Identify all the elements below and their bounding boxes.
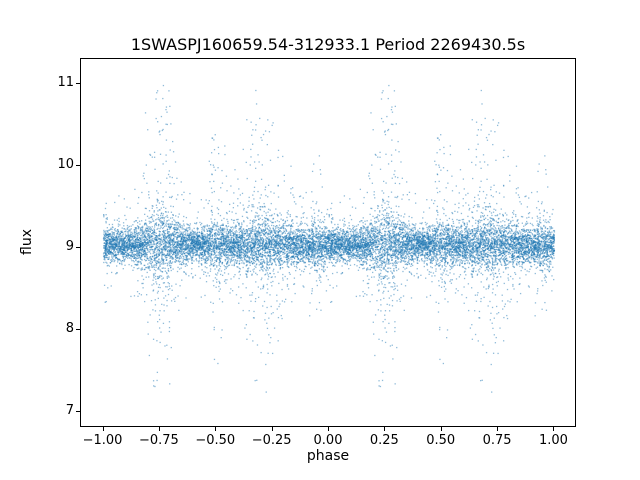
x-tick-mark <box>384 427 386 431</box>
x-tick-mark <box>158 427 160 431</box>
plot-area <box>80 58 577 428</box>
y-tick-mark <box>76 164 80 166</box>
x-axis-label: phase <box>306 448 350 464</box>
x-tick-label: 0.25 <box>369 433 399 448</box>
x-tick-label: 0.50 <box>426 433 456 448</box>
y-tick-mark <box>76 82 80 84</box>
x-tick-mark <box>328 427 329 431</box>
x-tick-label: 1.00 <box>538 433 568 448</box>
x-tick-mark <box>440 427 442 431</box>
x-tick-label: −0.50 <box>195 433 236 448</box>
y-tick-label: 9 <box>65 238 74 254</box>
y-tick-label: 11 <box>57 74 74 90</box>
x-tick-mark <box>102 427 104 431</box>
x-tick-label: −1.00 <box>82 433 123 448</box>
x-tick-mark <box>271 427 273 431</box>
y-tick-label: 7 <box>65 402 74 418</box>
x-tick-mark <box>497 427 499 431</box>
y-tick-label: 8 <box>65 320 74 336</box>
x-tick-mark <box>553 427 555 431</box>
chart-title: 1SWASPJ160659.54-312933.1 Period 2269430… <box>130 35 526 54</box>
x-tick-mark <box>215 427 217 431</box>
y-tick-mark <box>76 410 80 412</box>
x-tick-label: 0.75 <box>482 433 512 448</box>
y-tick-label: 10 <box>57 156 74 172</box>
scatter-points-canvas <box>81 59 577 428</box>
x-tick-label: 0.00 <box>313 433 343 448</box>
y-tick-mark <box>76 328 80 330</box>
y-tick-mark <box>76 246 80 248</box>
x-tick-label: −0.75 <box>138 433 179 448</box>
x-tick-label: −0.25 <box>251 433 292 448</box>
